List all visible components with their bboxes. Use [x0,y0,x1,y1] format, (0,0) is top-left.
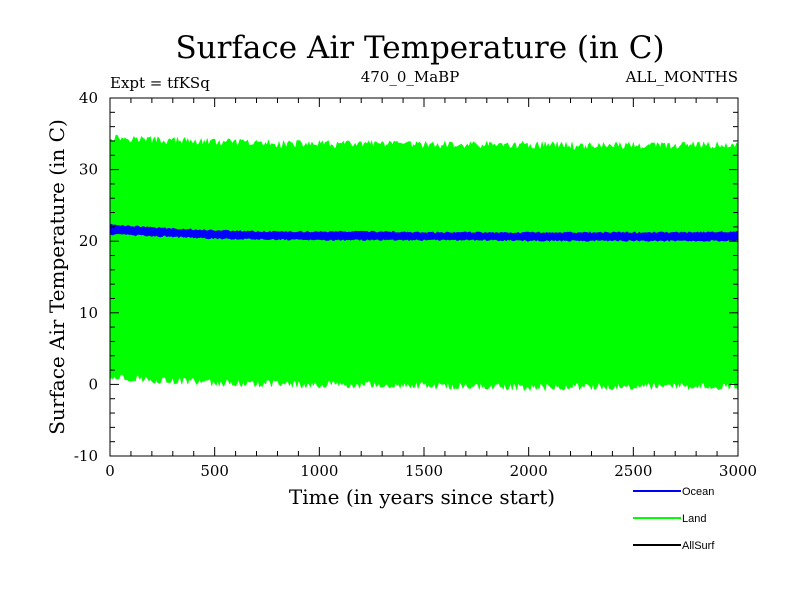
plot-layer [109,134,739,392]
legend: Ocean Land AllSurf [633,486,715,552]
series-land-band [109,134,739,392]
y-tick-label: -10 [74,447,98,465]
legend-label-land: Land [682,513,706,525]
chart-title: Surface Air Temperature (in C) [175,30,664,66]
x-tick-label: 3000 [719,462,757,480]
y-tick-label: 40 [79,89,98,107]
axis-layer: -10 0 10 20 30 40 0 500 1000 1500 2000 2500 3000 [74,89,757,480]
x-tick-label: 0 [105,462,115,480]
x-tick-label: 500 [200,462,229,480]
y-axis-label: Surface Air Temperature (in C) [45,119,69,435]
x-tick-label: 2500 [614,462,652,480]
legend-label-ocean: Ocean [682,486,714,498]
x-tick-label: 1500 [405,462,443,480]
x-tick-label: 2000 [510,462,548,480]
legend-label-allsurf: AllSurf [682,540,715,552]
y-tick-label: 10 [79,304,98,322]
y-tick-label: 20 [79,232,98,250]
period-label: 470_0_MaBP [361,68,460,86]
y-tick-label: 0 [88,375,98,393]
x-axis-label: Time (in years since start) [289,485,555,509]
months-label: ALL_MONTHS [625,68,738,86]
x-tick-label: 1000 [300,462,338,480]
y-tick-label: 30 [79,161,98,179]
experiment-label: Expt = tfKSq [110,74,210,92]
